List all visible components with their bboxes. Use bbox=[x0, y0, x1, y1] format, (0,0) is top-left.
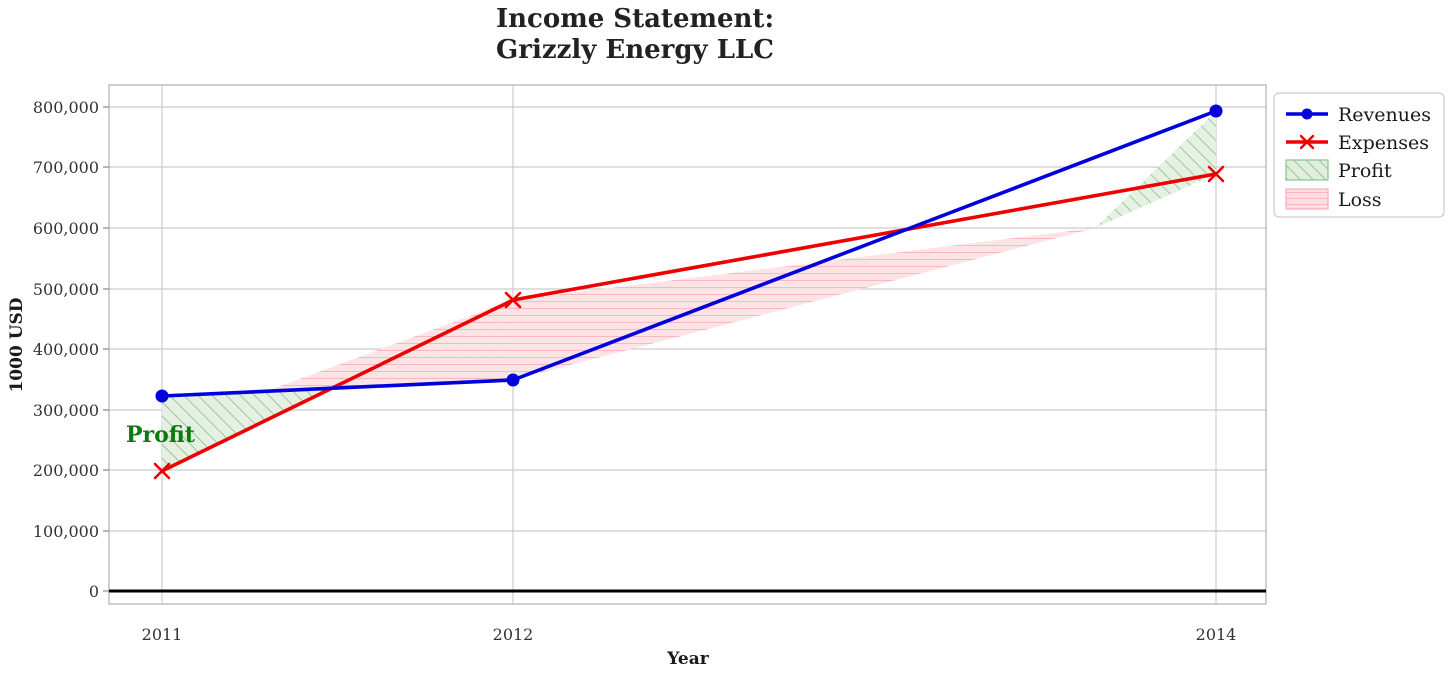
x-tick-2014: 2014 bbox=[1196, 625, 1237, 644]
y-tick-400000: 400,000 bbox=[33, 340, 99, 359]
profit-annotation: Profit bbox=[126, 422, 196, 448]
y-tick-100000: 100,000 bbox=[33, 522, 99, 541]
plot-border bbox=[108, 84, 1267, 605]
legend-marker-revenues-circle bbox=[1301, 108, 1313, 120]
x-axis-tick-labels: 2011 2012 2014 bbox=[142, 625, 1237, 644]
marker-revenues-2011 bbox=[155, 389, 169, 403]
marker-expenses-2011 bbox=[153, 462, 171, 480]
marker-expenses-2012 bbox=[504, 291, 522, 309]
y-tick-300000: 300,000 bbox=[33, 401, 99, 420]
y-tick-200000: 200,000 bbox=[33, 461, 99, 480]
y-tick-0: 0 bbox=[89, 582, 99, 601]
series-markers-revenues bbox=[155, 104, 1223, 403]
y-tick-700000: 700,000 bbox=[33, 158, 99, 177]
chart-title-line-1: Income Statement: bbox=[495, 4, 775, 34]
legend-swatch-loss-patch bbox=[1285, 188, 1329, 210]
marker-revenues-2014 bbox=[1209, 104, 1223, 118]
marker-expenses-2014 bbox=[1207, 165, 1225, 183]
legend-item-expenses[interactable]: Expenses bbox=[1286, 132, 1429, 154]
y-gridlines bbox=[109, 106, 1266, 532]
legend-label-expenses: Expenses bbox=[1338, 132, 1429, 154]
chart-legend: Revenues Expenses Profit Loss bbox=[1273, 92, 1445, 218]
x-axis-title: Year bbox=[666, 649, 709, 669]
legend-item-revenues[interactable]: Revenues bbox=[1286, 104, 1431, 126]
y-axis-tick-marks bbox=[103, 106, 109, 592]
legend-label-revenues: Revenues bbox=[1338, 104, 1431, 126]
series-markers-expenses bbox=[153, 165, 1225, 480]
profit-fill-region-3 bbox=[1095, 111, 1216, 228]
legend-marker-expenses-x bbox=[1299, 134, 1315, 150]
y-axis-title: 1000 USD bbox=[7, 297, 27, 392]
y-axis-tick-labels: 800,000 700,000 600,000 500,000 400,000 … bbox=[33, 98, 99, 601]
plot-background bbox=[109, 85, 1266, 604]
legend-swatch-profit-patch bbox=[1285, 159, 1329, 181]
y-tick-500000: 500,000 bbox=[33, 280, 99, 299]
chart-title: Income Statement: Grizzly Energy LLC bbox=[0, 4, 1270, 65]
y-tick-800000: 800,000 bbox=[33, 98, 99, 117]
legend-item-profit[interactable]: Profit bbox=[1285, 159, 1392, 182]
legend-item-loss[interactable]: Loss bbox=[1285, 188, 1382, 211]
legend-box bbox=[1273, 92, 1445, 218]
x-tick-2012: 2012 bbox=[493, 625, 534, 644]
legend-label-profit: Profit bbox=[1338, 160, 1392, 182]
profit-fill-region-2 bbox=[162, 391, 267, 471]
legend-label-loss: Loss bbox=[1338, 189, 1382, 211]
y-tick-600000: 600,000 bbox=[33, 219, 99, 238]
marker-revenues-2012 bbox=[506, 373, 520, 387]
x-tick-2011: 2011 bbox=[142, 625, 183, 644]
chart-title-line-2: Grizzly Energy LLC bbox=[496, 34, 774, 65]
loss-fill-region bbox=[267, 228, 1095, 391]
